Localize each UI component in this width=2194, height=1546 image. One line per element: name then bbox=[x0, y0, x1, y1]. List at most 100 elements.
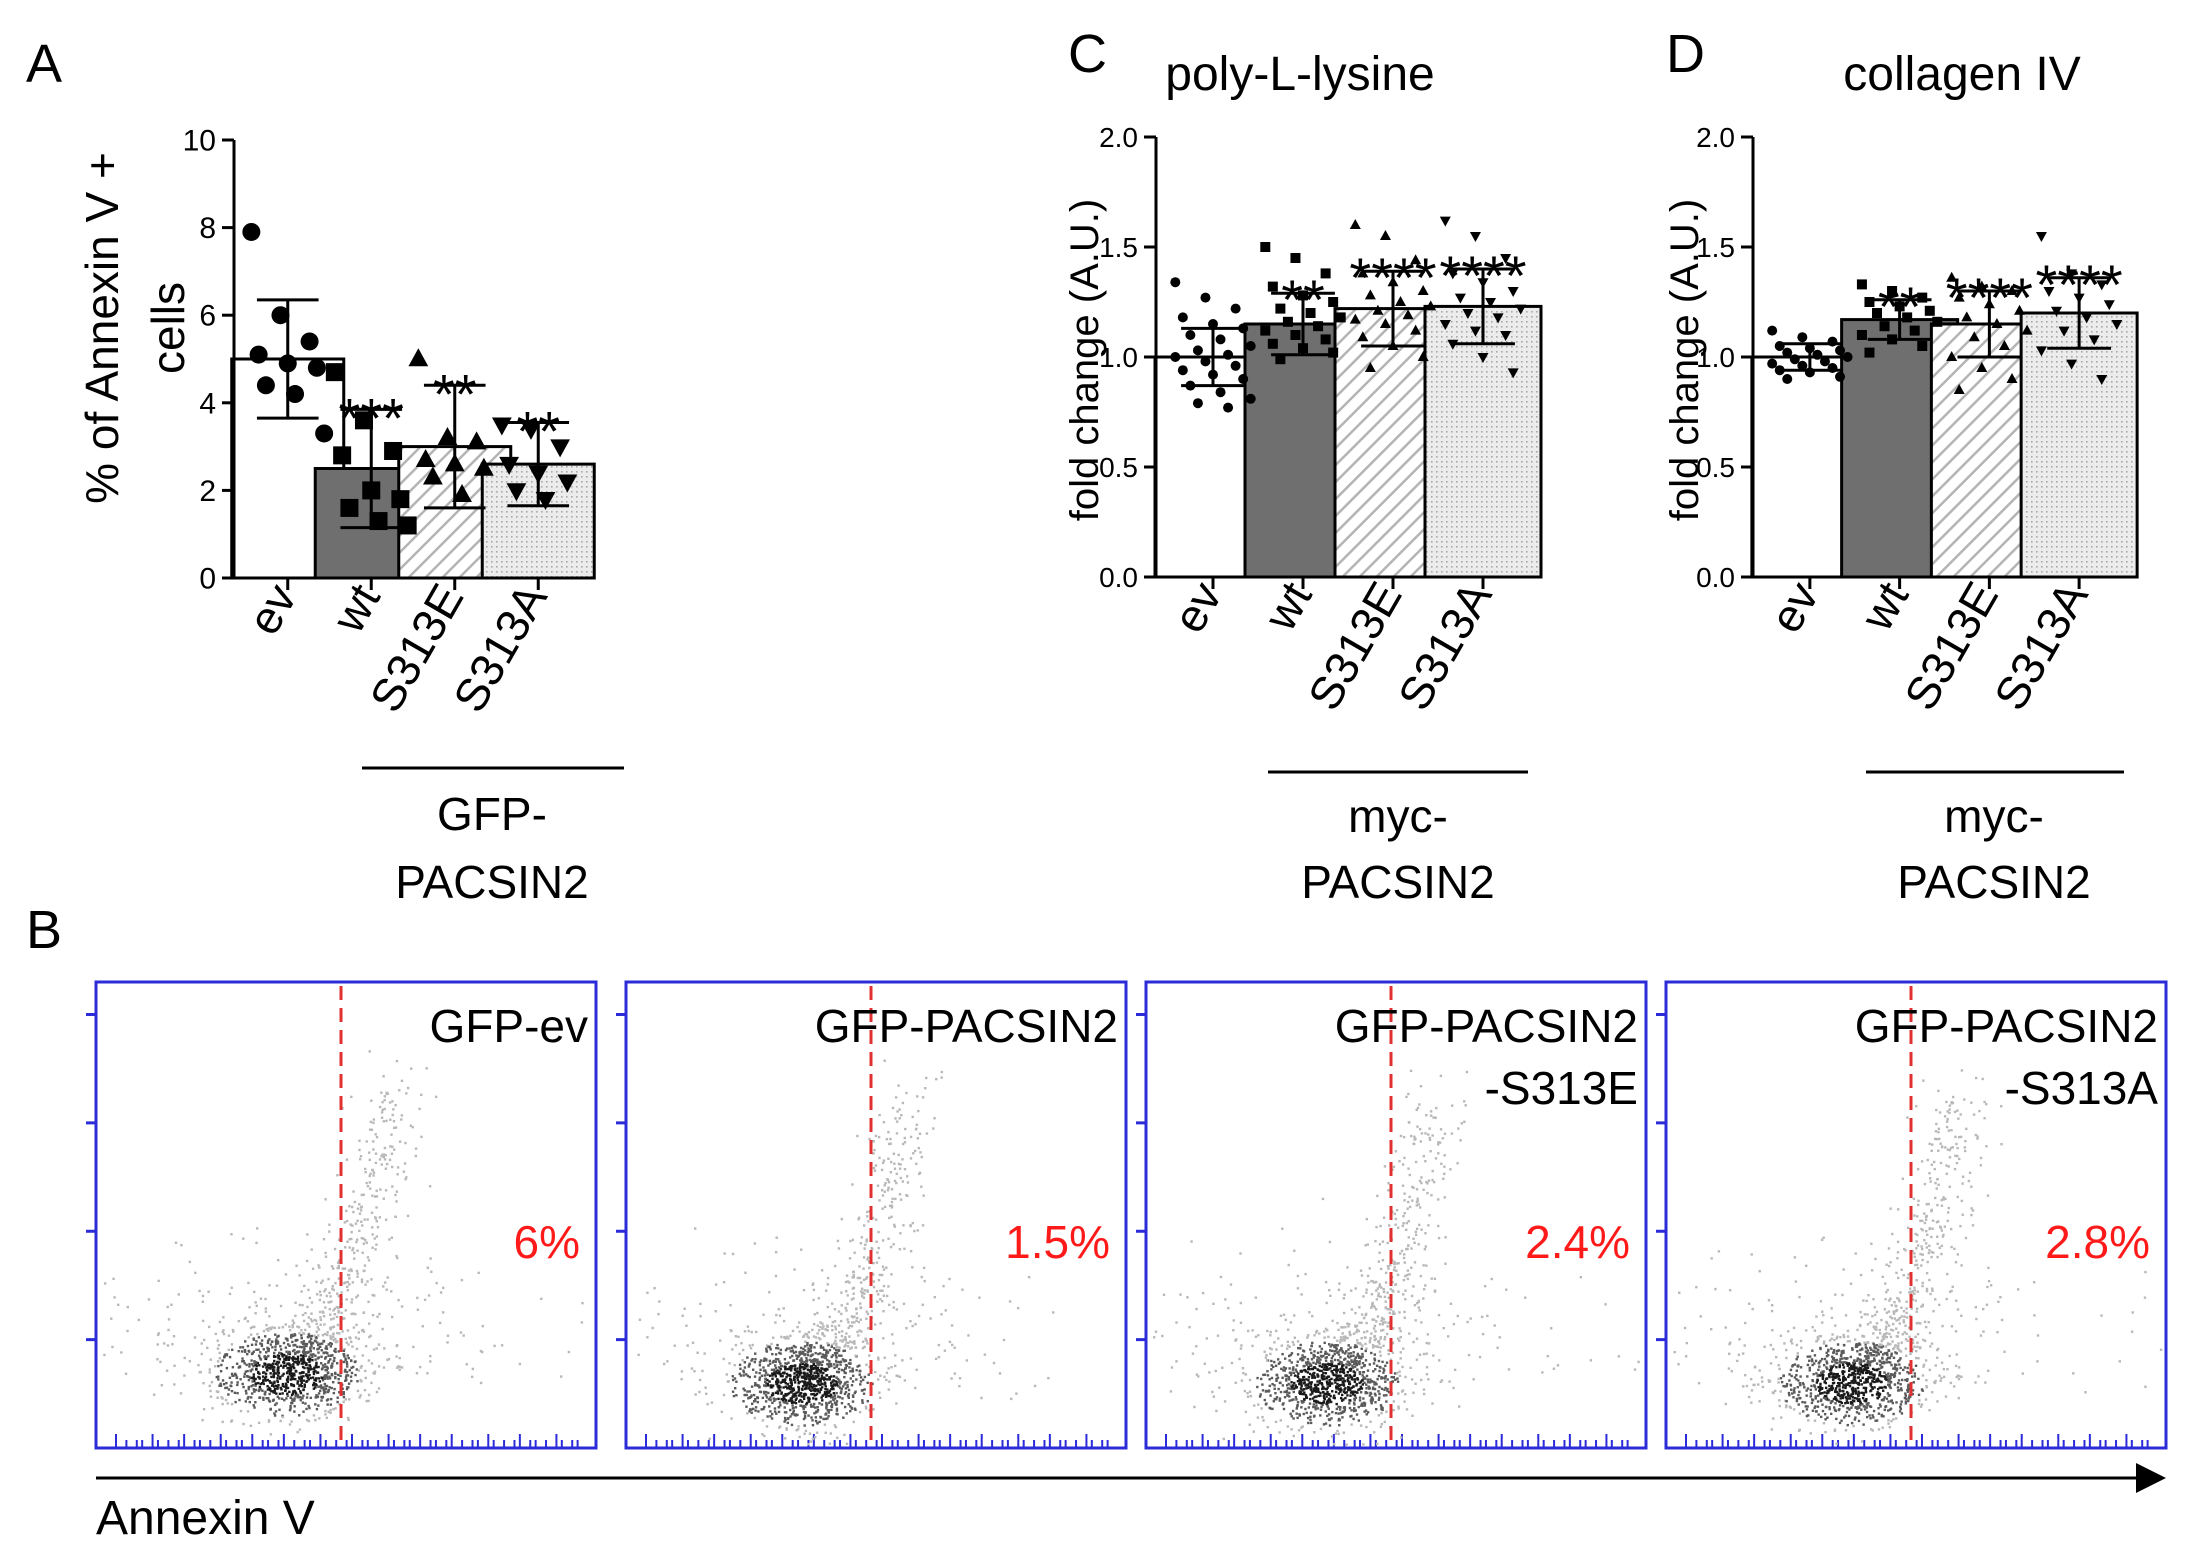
flow-event-dot bbox=[332, 1391, 336, 1395]
panel-d-point-wt bbox=[1856, 279, 1867, 290]
flow-event-dot bbox=[1322, 1368, 1326, 1371]
flow-event-dot bbox=[811, 1419, 814, 1422]
flow-event-dot bbox=[308, 1368, 312, 1371]
flow-event-dot bbox=[890, 1365, 893, 1369]
flow-event-dot bbox=[330, 1372, 334, 1376]
flow-event-dot bbox=[1246, 1395, 1250, 1398]
flow-event-dot bbox=[768, 1359, 772, 1363]
flow-event-dot bbox=[906, 1181, 910, 1184]
flow-event-dot bbox=[1373, 1338, 1376, 1342]
flow-event-dot bbox=[442, 1286, 445, 1290]
flow-event-dot bbox=[1326, 1400, 1329, 1403]
flow-event-dot bbox=[323, 1290, 326, 1293]
flow-event-dot bbox=[345, 1219, 349, 1223]
flow-event-dot bbox=[881, 1265, 885, 1268]
flow-event-dot bbox=[865, 1240, 868, 1243]
flow-event-dot bbox=[1321, 1378, 1324, 1381]
flow-event-dot bbox=[334, 1340, 338, 1344]
flow-event-dot bbox=[372, 1148, 375, 1151]
flow-event-dot bbox=[216, 1396, 219, 1399]
flow-event-dot bbox=[350, 1379, 353, 1383]
flow-event-dot bbox=[790, 1383, 793, 1387]
panel-a-significance-wt: *** bbox=[339, 386, 404, 449]
flow-event-dot bbox=[1290, 1381, 1293, 1384]
flow-event-dot bbox=[822, 1417, 825, 1421]
flow-event-dot bbox=[835, 1356, 838, 1359]
panel-a-point-s313a bbox=[491, 417, 512, 436]
flow-event-dot bbox=[1153, 1336, 1156, 1339]
flow-event-dot bbox=[365, 1140, 368, 1143]
flow-event-dot bbox=[347, 1418, 350, 1422]
flow-event-dot bbox=[315, 1361, 318, 1365]
flow-event-dot bbox=[852, 1395, 855, 1398]
flow-event-dot bbox=[288, 1423, 292, 1426]
flow-event-dot bbox=[828, 1376, 831, 1379]
flow-event-dot bbox=[813, 1412, 816, 1415]
flow-event-dot bbox=[1414, 1160, 1418, 1164]
flow-event-dot bbox=[329, 1358, 332, 1361]
flow-event-dot bbox=[360, 1193, 363, 1197]
flow-event-dot bbox=[1395, 1208, 1399, 1212]
flow-event-dot bbox=[888, 1204, 892, 1208]
flow-event-dot bbox=[251, 1384, 255, 1387]
flow-event-dot bbox=[278, 1358, 282, 1361]
flow-event-dot bbox=[850, 1315, 854, 1318]
flow-event-dot bbox=[346, 1288, 350, 1292]
flow-event-dot bbox=[820, 1363, 824, 1367]
panel-d-point-s313e bbox=[1976, 280, 1988, 291]
flow-event-dot bbox=[868, 1354, 871, 1357]
flow-event-dot bbox=[1282, 1402, 1285, 1405]
flow-event-dot bbox=[794, 1394, 798, 1397]
flow-event-dot bbox=[337, 1381, 340, 1385]
flow-event-dot bbox=[1291, 1384, 1295, 1387]
flow-event-dot bbox=[1311, 1314, 1314, 1318]
flow-event-dot bbox=[340, 1311, 343, 1315]
flow-event-dot bbox=[816, 1405, 819, 1409]
flow-event-dot bbox=[774, 1353, 778, 1356]
flow-event-dot bbox=[290, 1336, 293, 1339]
flow-event-dot bbox=[1425, 1373, 1429, 1376]
flow-event-dot bbox=[1378, 1369, 1381, 1373]
panel-a-point-s313e bbox=[452, 483, 472, 502]
flow-event-dot bbox=[360, 1236, 364, 1240]
flow-event-dot bbox=[1469, 1317, 1472, 1320]
flow-event-dot bbox=[811, 1423, 815, 1427]
flow-event-dot bbox=[328, 1291, 331, 1295]
flow-event-dot bbox=[1300, 1399, 1303, 1403]
panel-a-xtick-ev: ev bbox=[237, 575, 306, 643]
flow-event-dot bbox=[808, 1379, 811, 1382]
flow-event-dot bbox=[1444, 1262, 1447, 1265]
flow-panel-percent: 1.5% bbox=[1005, 1216, 1110, 1268]
flow-event-dot bbox=[359, 1209, 363, 1212]
flow-event-dot bbox=[1425, 1341, 1428, 1345]
flow-event-dot bbox=[1355, 1360, 1358, 1363]
flow-event-dot bbox=[829, 1432, 833, 1435]
panel-d-ytick-label: 0.5 bbox=[1696, 452, 1735, 483]
flow-event-dot bbox=[876, 1300, 879, 1303]
flow-event-dot bbox=[317, 1365, 320, 1369]
flow-event-dot bbox=[1384, 1306, 1387, 1309]
flow-event-dot bbox=[1443, 1165, 1446, 1168]
flow-event-dot bbox=[1463, 1120, 1466, 1123]
panel-d-point-s313e bbox=[1998, 340, 2010, 350]
flow-event-dot bbox=[170, 1303, 173, 1306]
flow-event-dot bbox=[1261, 1383, 1264, 1386]
panel-d-chart: collagen IV fold change (A.U.) 0.00.51.0… bbox=[1663, 48, 2139, 908]
flow-event-dot bbox=[1286, 1387, 1290, 1390]
flow-event-dot bbox=[774, 1380, 778, 1383]
flow-event-dot bbox=[1288, 1371, 1292, 1374]
flow-event-dot bbox=[1402, 1221, 1405, 1225]
flow-event-dot bbox=[1341, 1326, 1345, 1329]
flow-event-dot bbox=[837, 1310, 841, 1313]
flow-event-dot bbox=[258, 1385, 262, 1389]
flow-event-dot bbox=[414, 1147, 418, 1150]
flow-event-dot bbox=[794, 1350, 798, 1354]
flow-event-dot bbox=[857, 1334, 860, 1337]
flow-event-dot bbox=[1262, 1419, 1265, 1422]
flow-event-dot bbox=[336, 1174, 339, 1177]
flow-event-dot bbox=[398, 1140, 402, 1143]
flow-event-dot bbox=[228, 1355, 232, 1359]
flow-event-dot bbox=[266, 1327, 270, 1331]
flow-event-dot bbox=[1327, 1413, 1331, 1416]
flow-event-dot bbox=[1329, 1367, 1332, 1370]
